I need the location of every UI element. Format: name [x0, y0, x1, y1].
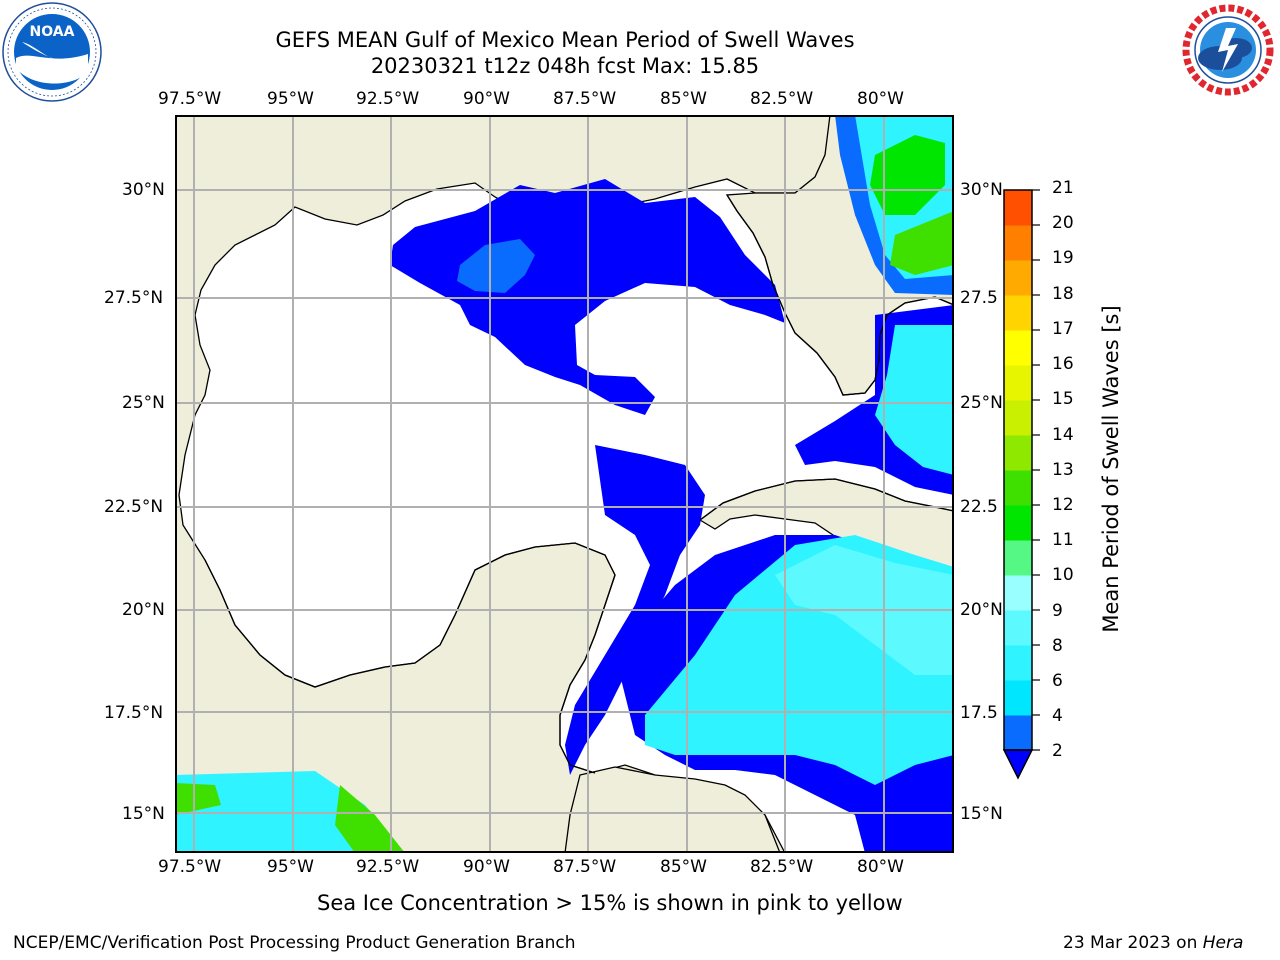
lon-label-top-3: 92.5°W: [356, 89, 420, 109]
map-panel: [174, 114, 955, 854]
lon-label-top-2: 95°W: [267, 89, 314, 109]
colorbar-tick-label: 6: [1052, 671, 1063, 691]
lon-label-top-7: 82.5°W: [750, 89, 814, 109]
colorbar-segment: [1004, 575, 1032, 611]
colorbar-tick-label: 4: [1052, 706, 1063, 726]
swell-atlantic-green-1: [870, 135, 945, 215]
colorbar: [1000, 186, 1080, 786]
lat-label-left-7: 15°N: [122, 804, 165, 824]
colorbar-tick-label: 18: [1052, 284, 1074, 304]
colorbar-tick-label: 12: [1052, 495, 1074, 515]
lat-label-left-2: 27.5°N: [104, 288, 164, 308]
lat-label-right-5: 20°N: [960, 600, 1003, 620]
colorbar-label: Mean Period of Swell Waves [s]: [1099, 305, 1123, 633]
lat-label-right-6: 17.5: [960, 703, 998, 723]
lon-label-bottom-7: 82.5°W: [750, 857, 814, 877]
colorbar-segment: [1004, 505, 1032, 541]
colorbar-segment: [1004, 190, 1032, 226]
title-line-2: 20230321 t12z 048h fcst Max: 15.85: [370, 54, 760, 78]
colorbar-graphic: [1002, 189, 1040, 780]
lon-label-bottom-1: 97.5°W: [158, 857, 222, 877]
colorbar-extend-arrow: [1002, 749, 1034, 780]
land-central-america: [564, 766, 781, 854]
lon-label-top-1: 97.5°W: [158, 89, 222, 109]
colorbar-segment: [1004, 680, 1032, 716]
lon-label-top-5: 87.5°W: [553, 89, 617, 109]
footer-date: 23 Mar 2023 on Hera: [1063, 933, 1243, 953]
colorbar-tick-label: 11: [1052, 530, 1074, 550]
lon-label-top-8: 80°W: [857, 89, 904, 109]
colorbar-segment: [1004, 540, 1032, 576]
colorbar-tick-label: 15: [1052, 389, 1074, 409]
lon-label-bottom-8: 80°W: [857, 857, 904, 877]
colorbar-segment: [1004, 400, 1032, 436]
title-line-1: GEFS MEAN Gulf of Mexico Mean Period of …: [275, 28, 855, 52]
footer-branch: NCEP/EMC/Verification Post Processing Pr…: [13, 933, 576, 953]
colorbar-tick-label: 20: [1052, 213, 1074, 233]
colorbar-segment: [1004, 260, 1032, 296]
lat-label-right-2: 27.5: [960, 288, 998, 308]
lat-label-left-5: 20°N: [122, 600, 165, 620]
lat-label-left-1: 30°N: [122, 180, 165, 200]
footer-machine: Hera: [1202, 933, 1244, 953]
swell-blue-north-inner: [457, 239, 535, 293]
colorbar-tick-label: 14: [1052, 425, 1074, 445]
lat-label-left-6: 17.5°N: [104, 703, 164, 723]
map-border: [175, 115, 954, 853]
footer-date-text: 23 Mar 2023 on: [1063, 933, 1203, 953]
colorbar-tick-label: 17: [1052, 319, 1074, 339]
colorbar-tick-label: 19: [1052, 248, 1074, 268]
colorbar-tick-label: 21: [1052, 178, 1074, 198]
colorbar-segment: [1004, 225, 1032, 261]
colorbar-segment: [1004, 645, 1032, 681]
graticule: [175, 115, 954, 853]
swell-cyan-east-florida: [875, 325, 954, 475]
colorbar-segment: [1004, 330, 1032, 366]
lon-label-bottom-2: 95°W: [267, 857, 314, 877]
lon-label-bottom-3: 92.5°W: [356, 857, 420, 877]
lat-label-left-4: 22.5°N: [104, 497, 164, 517]
swell-atlantic-green-2: [890, 211, 954, 275]
colorbar-segment: [1004, 295, 1032, 331]
colorbar-segment: [1004, 365, 1032, 401]
colorbar-segment: [1004, 715, 1032, 751]
lon-label-top-4: 90°W: [463, 89, 510, 109]
colorbar-tick-label: 2: [1052, 741, 1063, 761]
colorbar-segment: [1004, 435, 1032, 471]
colorbar-tick-label: 13: [1052, 460, 1074, 480]
lat-label-right-7: 15°N: [960, 804, 1003, 824]
sea-ice-caption: Sea Ice Concentration > 15% is shown in …: [317, 891, 903, 915]
coastlines: [204, 194, 955, 774]
colorbar-tick-label: 9: [1052, 601, 1063, 621]
nws-logo: [1178, 2, 1278, 98]
colorbar-segment: [1004, 610, 1032, 646]
colorbar-segment: [1004, 470, 1032, 506]
lat-label-right-3: 25°N: [960, 393, 1003, 413]
lat-label-right-4: 22.5: [960, 497, 998, 517]
plot-title: GEFS MEAN Gulf of Mexico Mean Period of …: [140, 27, 990, 79]
colorbar-tick-label: 16: [1052, 354, 1074, 374]
colorbar-label-wrap: Mean Period of Swell Waves [s]: [1096, 186, 1126, 752]
noaa-logo-text: NOAA: [30, 24, 75, 40]
lat-label-left-3: 25°N: [122, 393, 165, 413]
colorbar-ticks: 21 20 19 18 17 16 15 14 13 12 11 10 9 8 …: [1052, 178, 1092, 768]
noaa-logo: NOAA: [2, 2, 102, 102]
swell-pacific-green-east: [335, 785, 405, 853]
lon-label-top-6: 85°W: [660, 89, 707, 109]
lon-label-bottom-5: 87.5°W: [553, 857, 617, 877]
colorbar-tick-label: 10: [1052, 565, 1074, 585]
lon-label-bottom-6: 85°W: [660, 857, 707, 877]
lon-label-bottom-4: 90°W: [463, 857, 510, 877]
swell-pacific-green-west: [175, 783, 221, 815]
lat-label-right-1: 30°N: [960, 180, 1003, 200]
colorbar-tick-label: 8: [1052, 636, 1063, 656]
